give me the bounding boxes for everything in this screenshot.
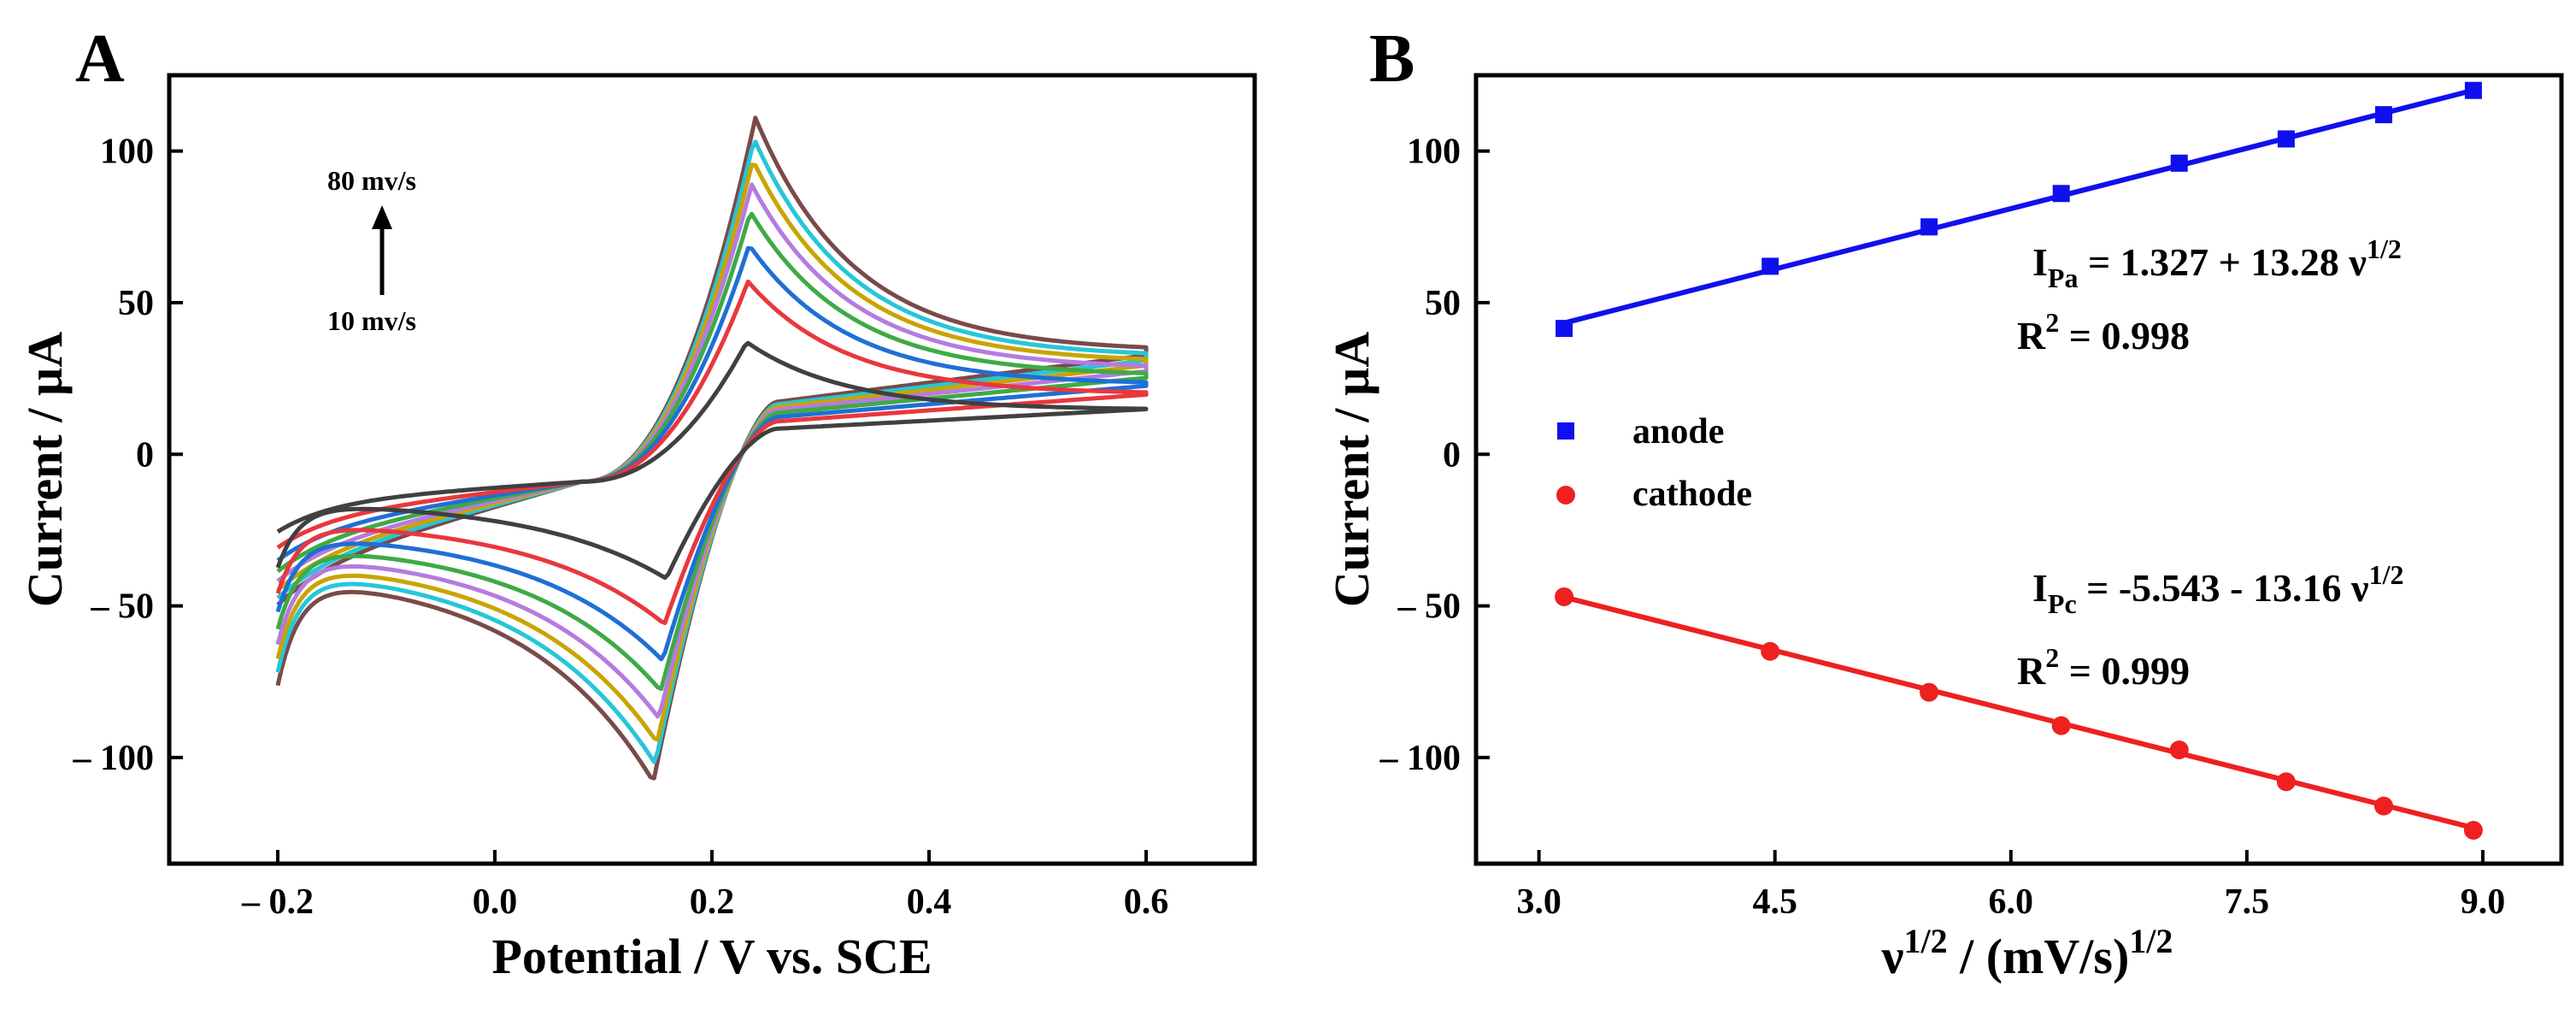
panel-a-y-tick-label: – 50 — [91, 587, 155, 627]
panel-b-x-axis-title: ν1/2 / (mV/s)1/2 — [1881, 922, 2173, 984]
panel-b-x-ticks: 3.0 4.5 6.0 7.5 9.0 — [1516, 850, 2505, 922]
legend: anode cathode — [1556, 412, 1752, 514]
panel-a-x-ticks: – 0.2 0.0 0.2 0.4 0.6 — [241, 850, 1168, 922]
panel-b-x-tick-label: 4.5 — [1752, 882, 1797, 922]
anode-r-squared: R2 = 0.998 — [2017, 307, 2190, 357]
panel-b-x-tick-label: 9.0 — [2461, 882, 2506, 922]
panel-a-y-tick-label: 0 — [136, 435, 154, 475]
anode-point — [2170, 154, 2188, 172]
cv-curve-60mvs — [275, 162, 1149, 742]
legend-anode-label: anode — [1632, 412, 1724, 451]
panel-b-y-ticks: – 100 – 50 0 50 100 — [1379, 133, 1490, 778]
panel-a-x-axis-title: Potential / V vs. SCE — [491, 929, 932, 984]
panel-a-y-tick-label: – 100 — [73, 739, 155, 778]
cathode-point — [1920, 682, 1939, 702]
panel-b: B 3.0 4.5 6.0 7.5 9.0 – 100 – 50 0 50 100 anode … — [1324, 21, 2564, 984]
anode-point — [2464, 81, 2482, 99]
panel-b-y-tick-label: 100 — [1407, 133, 1461, 172]
cv-curves — [275, 115, 1149, 781]
cathode-r-squared: R2 = 0.999 — [2017, 642, 2190, 693]
panel-a: A – 0.2 0.0 0.2 0.4 0.6 – 100 – 50 0 50 100 80 m… — [17, 21, 1257, 984]
panel-a-x-tick-label: 0.0 — [473, 882, 518, 922]
panel-b-frame — [1473, 73, 2564, 866]
anode-point — [2375, 106, 2393, 124]
cathode-point — [2051, 716, 2071, 735]
cathode-point — [1761, 641, 1780, 661]
panel-b-x-tick-label: 6.0 — [1989, 882, 2034, 922]
cathode-point — [2276, 772, 2296, 792]
cathode-fit-line — [1560, 593, 2478, 831]
cathode-point — [2169, 741, 2189, 760]
scan-rate-arrow — [372, 205, 392, 295]
anode-fit-equation: IPa = 1.327 + 13.28 ν1/2 — [2032, 233, 2402, 293]
legend-anode-marker — [1557, 422, 1574, 440]
panel-a-y-tick-label: 100 — [100, 133, 154, 172]
legend-cathode-label: cathode — [1632, 475, 1752, 514]
scan-rate-bottom-label: 10 mv/s — [327, 305, 416, 336]
cathode-point — [2374, 796, 2394, 816]
panel-a-x-tick-label: 0.6 — [1124, 882, 1169, 922]
cv-curve-10mvs — [275, 340, 1149, 581]
panel-a-y-tick-label: 50 — [118, 284, 154, 323]
anode-fit-line — [1560, 86, 2478, 327]
panel-b-x-tick-label: 7.5 — [2225, 882, 2270, 922]
cathode-point — [2463, 820, 2483, 840]
panel-b-y-axis-title: Current / µA — [1324, 332, 1379, 607]
panel-a-x-tick-label: 0.2 — [690, 882, 735, 922]
panel-a-label: A — [75, 21, 125, 97]
cathode-fit-equation: IPc = -5.543 - 13.16 ν1/2 — [2032, 559, 2403, 619]
anode-point — [2052, 185, 2070, 203]
cv-curve-50mvs — [275, 182, 1149, 719]
panel-a-x-tick-label: 0.4 — [907, 882, 952, 922]
panel-b-y-tick-label: – 50 — [1397, 587, 1461, 627]
cv-curve-80mvs — [275, 115, 1149, 781]
anode-point — [2277, 130, 2295, 148]
panel-a-y-ticks: – 100 – 50 0 50 100 — [73, 133, 183, 778]
cathode-point — [1555, 587, 1574, 606]
panel-b-y-tick-label: – 100 — [1379, 739, 1461, 778]
anode-point — [1761, 257, 1779, 275]
panel-a-y-axis-title: Current / µA — [17, 332, 73, 607]
scan-rate-top-label: 80 mv/s — [327, 165, 416, 196]
data-points — [1555, 81, 2483, 840]
anode-point — [1920, 218, 1938, 236]
panel-b-y-tick-label: 50 — [1425, 284, 1461, 323]
panel-b-y-tick-label: 0 — [1443, 435, 1461, 475]
panel-b-label: B — [1369, 21, 1414, 97]
fit-lines — [1560, 86, 2478, 831]
cv-curve-70mvs — [275, 139, 1149, 764]
legend-cathode-marker — [1556, 486, 1575, 504]
anode-point — [1556, 320, 1573, 338]
panel-b-x-tick-label: 3.0 — [1516, 882, 1561, 922]
panel-a-x-tick-label: – 0.2 — [241, 882, 314, 922]
